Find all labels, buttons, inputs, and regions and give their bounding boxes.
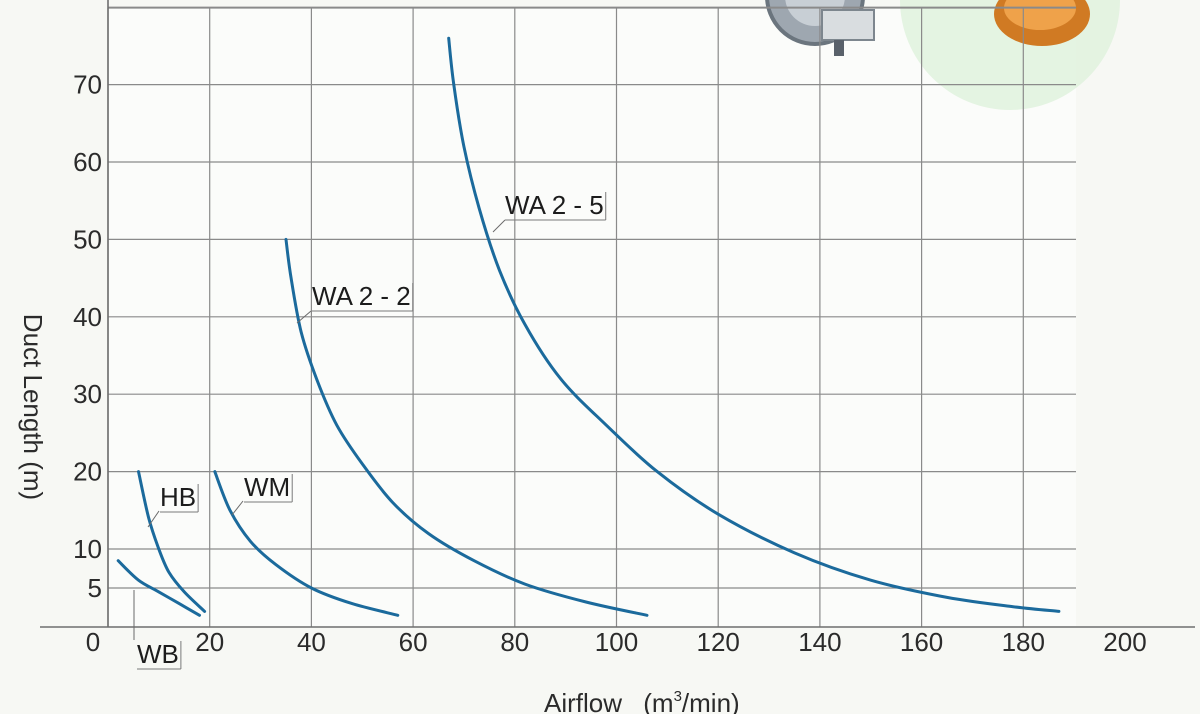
series-line-wa-2-2	[284, 237, 649, 617]
y-tick-label-0: 5	[88, 573, 102, 603]
series-lines	[116, 36, 1061, 617]
label-leader-wa-2-5	[492, 219, 506, 233]
label-leader-wm	[231, 500, 244, 516]
y-tick-label-2: 20	[73, 457, 102, 487]
grid-lines	[107, 6, 1076, 627]
x-tick-label-4: 80	[500, 627, 529, 657]
x-tick-label-9: 180	[1002, 627, 1045, 657]
x-tick-label-5: 100	[595, 627, 638, 657]
x-tick-label-6: 120	[697, 627, 740, 657]
y-tick-labels: 5 10 20 30 40 50 60 70	[73, 70, 102, 603]
series-label-wb: WB	[137, 639, 179, 669]
series-label-wm: WM	[244, 472, 290, 502]
series-line-hb	[137, 470, 207, 613]
y-tick-label-7: 70	[73, 70, 102, 100]
x-tick-label-2: 40	[297, 627, 326, 657]
x-tick-label-7: 140	[798, 627, 841, 657]
x-axis-title-main: Airflow	[544, 688, 622, 714]
series-label-wa-2-2: WA 2 - 2	[312, 281, 411, 311]
x-tick-label-3: 60	[399, 627, 428, 657]
y-tick-label-4: 40	[73, 302, 102, 332]
x-tick-labels: 0 20 40 60 80 100 120 140 160 180 200	[86, 627, 1147, 657]
series-line-wa-2-5	[447, 36, 1061, 613]
x-axis-title-unit-suffix: /min)	[682, 688, 740, 714]
label-leader-hb	[147, 510, 160, 528]
y-tick-label-3: 30	[73, 379, 102, 409]
axes	[40, 0, 1195, 628]
x-tick-label-8: 160	[900, 627, 943, 657]
x-tick-label-10: 200	[1103, 627, 1146, 657]
y-tick-label-5: 50	[73, 224, 102, 254]
x-axis-title-unit-prefix: (m	[643, 688, 673, 714]
x-tick-label-0: 0	[86, 627, 100, 657]
series-line-wm	[213, 470, 400, 617]
fan-image	[765, 0, 875, 56]
y-axis-title: Duct Length (m)	[18, 314, 48, 500]
y-tick-label-1: 10	[73, 534, 102, 564]
x-axis-title-unit-sup: 3	[674, 688, 682, 705]
x-axis-title: Airflow (m3/min)	[544, 688, 740, 714]
x-tick-label-1: 20	[195, 627, 224, 657]
y-tick-label-6: 60	[73, 147, 102, 177]
product-images	[765, 0, 1120, 110]
series-label-hb: HB	[160, 482, 196, 512]
label-leader-wa-2-2	[296, 310, 312, 324]
series-label-wa-2-5: WA 2 - 5	[505, 190, 604, 220]
series-line-wb	[116, 559, 201, 617]
series-labels: WB HB WM WA 2 - 2 WA 2 - 5	[133, 190, 607, 670]
